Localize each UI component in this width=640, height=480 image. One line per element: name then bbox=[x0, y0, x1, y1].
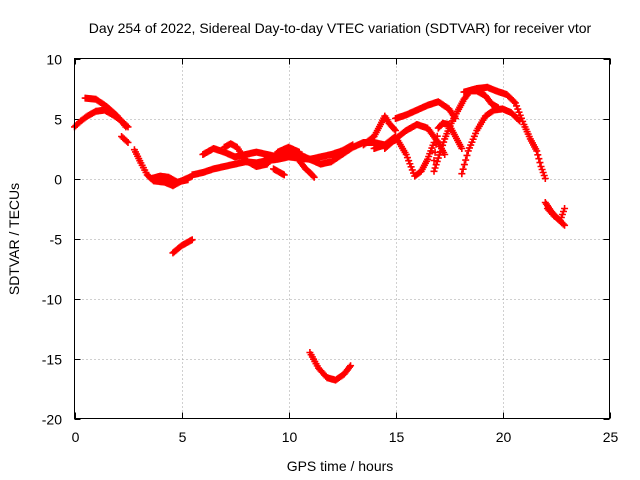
data-point bbox=[345, 363, 353, 371]
data-points bbox=[71, 83, 569, 384]
data-point bbox=[431, 148, 439, 156]
x-tick-label: 25 bbox=[603, 429, 619, 445]
data-point bbox=[392, 127, 399, 134]
data-point bbox=[561, 221, 569, 229]
data-point bbox=[432, 161, 440, 169]
series-arc-18 bbox=[430, 119, 466, 164]
series-arc-13 bbox=[359, 112, 399, 149]
series-arc-7 bbox=[199, 141, 357, 163]
data-point bbox=[280, 171, 288, 179]
data-point bbox=[459, 165, 467, 173]
series-arc-2 bbox=[81, 94, 130, 131]
plot-frame bbox=[74, 58, 610, 419]
y-axis-title: SDTVAR / TECUs bbox=[6, 183, 22, 295]
data-point bbox=[559, 220, 567, 228]
data-point bbox=[124, 139, 132, 146]
x-tick-label: 15 bbox=[389, 429, 405, 445]
x-tick-label: 0 bbox=[72, 429, 80, 445]
data-point bbox=[435, 151, 443, 159]
chart-title: Day 254 of 2022, Sidereal Day-to-day VTE… bbox=[89, 20, 592, 36]
series-arc-19 bbox=[458, 105, 524, 178]
x-tick-label: 20 bbox=[496, 429, 512, 445]
series-arc-15 bbox=[392, 98, 459, 122]
series-arc-3 bbox=[118, 133, 132, 146]
data-point bbox=[433, 157, 441, 165]
data-point bbox=[458, 145, 466, 152]
data-point bbox=[390, 125, 398, 133]
series-arc-5 bbox=[148, 172, 192, 186]
data-point bbox=[439, 141, 447, 149]
axis-ticks bbox=[74, 58, 611, 420]
series-arc-22 bbox=[543, 205, 569, 224]
y-tick-label: -10 bbox=[42, 292, 62, 308]
grid-lines bbox=[74, 58, 610, 419]
data-point bbox=[535, 155, 543, 163]
data-point bbox=[462, 156, 470, 164]
data-point bbox=[534, 151, 542, 159]
data-point bbox=[349, 141, 357, 149]
series-arc-14 bbox=[370, 133, 438, 180]
y-tick-labels: -20 -15 -10 -5 0 5 10 bbox=[42, 52, 62, 428]
data-point bbox=[310, 173, 318, 181]
y-tick-label: -20 bbox=[42, 412, 62, 428]
data-point bbox=[460, 161, 468, 169]
x-tick-label: 10 bbox=[282, 429, 298, 445]
data-point bbox=[122, 123, 130, 131]
series-arc-12 bbox=[306, 349, 355, 384]
y-tick-label: 0 bbox=[54, 172, 62, 188]
y-tick-label: 5 bbox=[54, 112, 62, 128]
data-point bbox=[433, 132, 441, 140]
x-tick-labels: 0 5 10 15 20 25 bbox=[72, 429, 619, 445]
data-point bbox=[430, 157, 438, 164]
data-point bbox=[541, 175, 549, 182]
data-point bbox=[184, 176, 192, 184]
data-point bbox=[432, 140, 440, 148]
data-point bbox=[309, 172, 317, 180]
data-point bbox=[458, 170, 466, 178]
data-point bbox=[536, 159, 544, 167]
data-point bbox=[434, 154, 442, 162]
data-point bbox=[510, 98, 518, 106]
y-tick-label: 10 bbox=[46, 52, 62, 68]
series-arc-20 bbox=[460, 83, 549, 182]
series-arc-11 bbox=[169, 236, 196, 257]
data-point bbox=[123, 137, 131, 145]
data-point bbox=[188, 236, 196, 244]
data-point bbox=[463, 151, 471, 159]
series-arc-9 bbox=[295, 157, 318, 181]
data-point bbox=[533, 147, 541, 155]
data-point bbox=[430, 167, 438, 175]
data-point bbox=[440, 138, 448, 146]
y-tick-label: -15 bbox=[42, 352, 62, 368]
data-point bbox=[295, 148, 303, 156]
y-tick-label: -5 bbox=[50, 232, 63, 248]
x-tick-label: 5 bbox=[179, 429, 187, 445]
data-point bbox=[438, 145, 446, 152]
x-axis-title: GPS time / hours bbox=[287, 458, 394, 474]
data-point bbox=[431, 164, 439, 172]
data-point bbox=[347, 362, 355, 370]
series-arc-8 bbox=[220, 140, 303, 170]
series-arc-10 bbox=[270, 165, 288, 179]
data-point bbox=[561, 205, 569, 212]
